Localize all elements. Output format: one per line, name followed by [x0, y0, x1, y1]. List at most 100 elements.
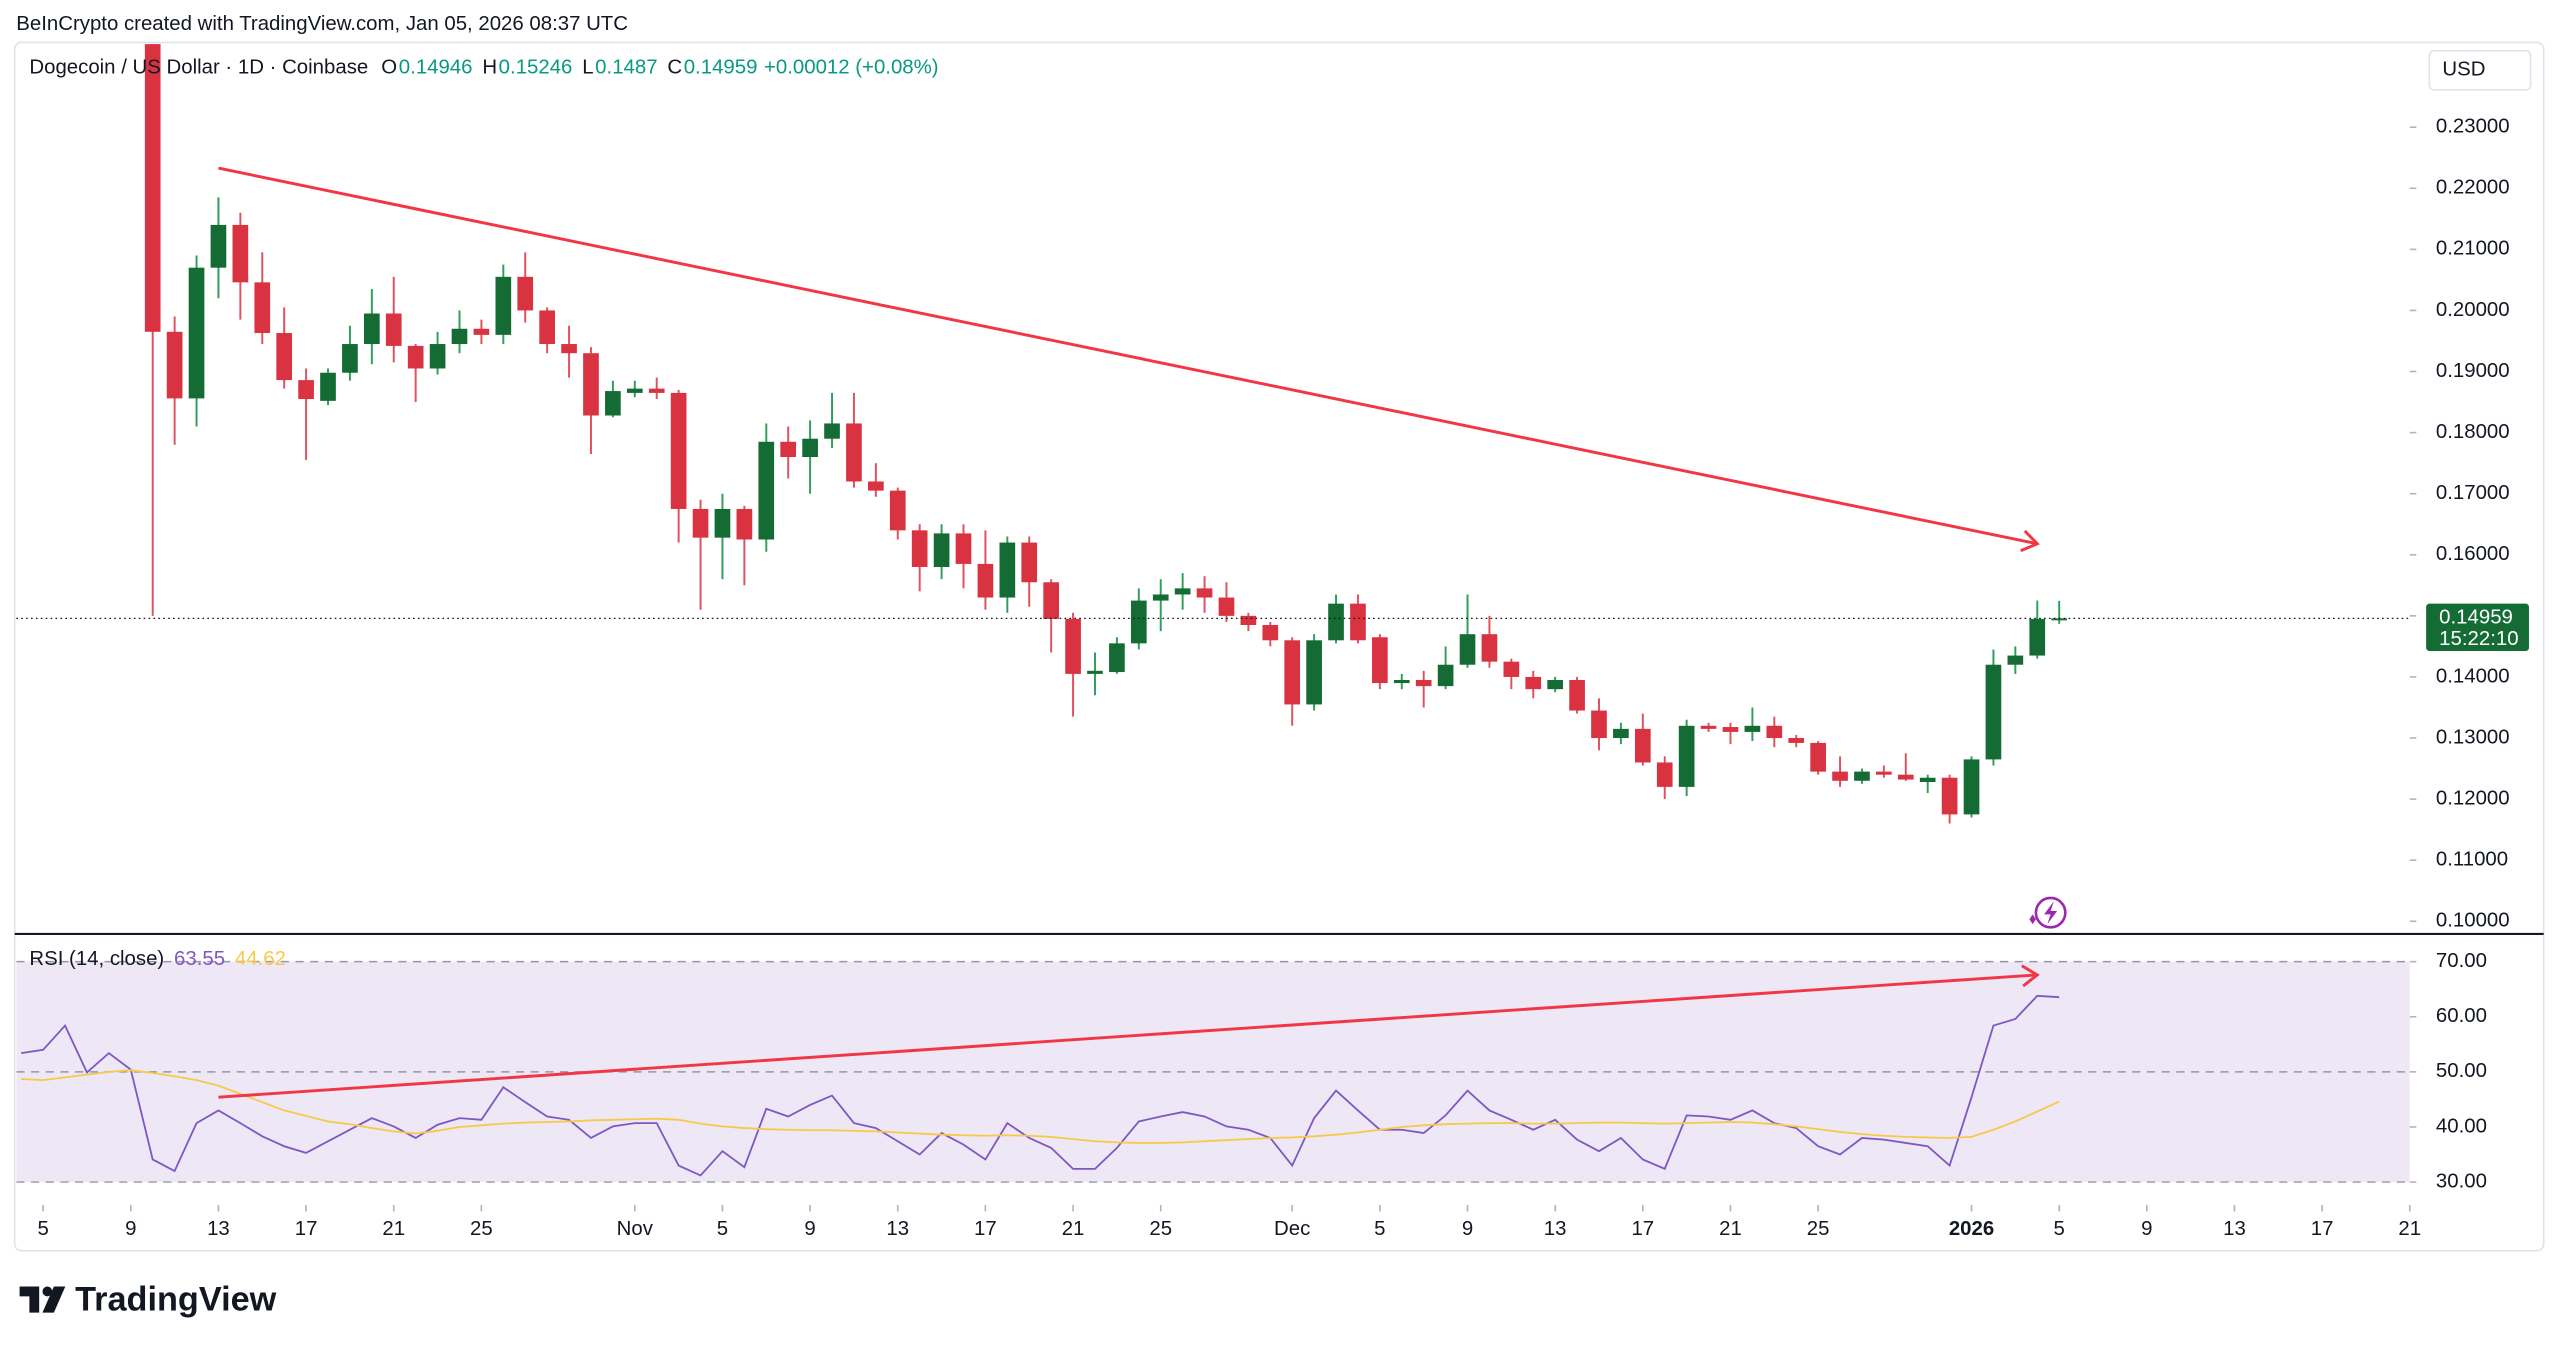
- candle-body: [1415, 679, 1432, 687]
- x-tick-label: Nov: [617, 1218, 654, 1240]
- candle-body: [1109, 643, 1125, 673]
- logo-part: [19, 1286, 40, 1313]
- candle-body: [999, 542, 1016, 598]
- y-tick-label: 0.23000: [2436, 116, 2510, 138]
- candle-body: [846, 423, 862, 482]
- candle-body: [1547, 679, 1564, 690]
- candle-body: [714, 508, 731, 538]
- candle-body: [1021, 542, 1038, 583]
- candle-body: [1152, 594, 1169, 601]
- countdown: 15:22:10: [2439, 628, 2518, 650]
- candle-body: [1306, 640, 1322, 705]
- legend-value: 0.14959: [684, 57, 758, 79]
- y-tick-label: 0.16000: [2436, 543, 2510, 565]
- candle-body: [648, 388, 665, 393]
- x-tick-label: 5: [2054, 1218, 2065, 1240]
- candle-body: [342, 344, 358, 373]
- trend-line: [218, 166, 2038, 546]
- candle-body: [2029, 618, 2046, 656]
- candle-body: [1569, 679, 1585, 711]
- x-tick-label: 25: [470, 1218, 493, 1240]
- candle-body: [1130, 600, 1147, 644]
- currency: USD: [2442, 59, 2485, 81]
- y-tick-label: 60.00: [2436, 1005, 2487, 1027]
- x-tick-label: 13: [1544, 1218, 1567, 1240]
- x-tick-label: 13: [207, 1218, 230, 1240]
- candle-body: [320, 372, 336, 401]
- y-tick-label: 0.22000: [2436, 177, 2510, 199]
- candle-body: [605, 391, 621, 416]
- candle-body: [1744, 725, 1761, 732]
- x-tick-label: 13: [886, 1218, 909, 1240]
- y-tick-label: 0.13000: [2436, 726, 2510, 748]
- candle-body: [1503, 661, 1520, 677]
- candle-body: [1350, 603, 1366, 641]
- candle-body: [1766, 725, 1783, 739]
- candle-body: [451, 328, 468, 345]
- candle-body: [1437, 664, 1454, 687]
- y-tick-label: 0.14000: [2436, 665, 2510, 687]
- candle-body: [1963, 759, 1980, 815]
- rsi-line: [21, 994, 2060, 1177]
- legend-value: 0.1487: [595, 57, 657, 79]
- legend-title: Dogecoin / US Dollar · 1D · Coinbase: [29, 57, 368, 79]
- x-tick-label: 9: [804, 1218, 815, 1240]
- y-tick-label: 70.00: [2436, 950, 2487, 972]
- legend-value: 0.15246: [499, 57, 573, 79]
- candle-body: [210, 224, 227, 268]
- y-tick-label: 0.19000: [2436, 360, 2510, 382]
- y-tick-label: 0.17000: [2436, 482, 2510, 504]
- alert-bolt: [2044, 901, 2058, 925]
- candle-body: [1941, 777, 1958, 815]
- candle-body: [955, 533, 972, 564]
- legend-value: 0.14946: [399, 57, 473, 79]
- candle-body: [736, 508, 753, 540]
- rsi-line: [21, 1069, 2060, 1144]
- x-tick-label: 21: [1062, 1218, 1085, 1240]
- candle-body: [1262, 625, 1279, 641]
- candle-body: [1810, 742, 1826, 772]
- candle-body: [889, 490, 906, 531]
- x-tick-label: 17: [974, 1218, 997, 1240]
- rsi-value: 44.62: [235, 948, 286, 970]
- y-tick-label: 30.00: [2436, 1170, 2487, 1192]
- candle-body: [473, 328, 490, 335]
- alert-icon: [2029, 896, 2067, 929]
- candle-body: [626, 388, 643, 393]
- candle-body: [2007, 655, 2024, 665]
- candle-body: [1613, 728, 1629, 739]
- candle-body: [1656, 762, 1673, 787]
- x-tick-label: 5: [717, 1218, 728, 1240]
- candle-body: [670, 392, 687, 509]
- candle-body: [1897, 774, 1914, 780]
- candle-body: [824, 423, 840, 439]
- candle-body: [429, 344, 446, 369]
- x-tick-label: Dec: [1274, 1218, 1310, 1240]
- candle-body: [495, 276, 512, 335]
- legend-key: C: [667, 57, 682, 79]
- candle-body: [977, 563, 994, 598]
- legend-key: L: [582, 57, 593, 79]
- candle-body: [1043, 582, 1059, 619]
- trend-line: [218, 973, 2038, 1099]
- last-price-tag: [2426, 603, 2529, 652]
- legend-key: H: [482, 57, 497, 79]
- x-tick-label: 21: [2398, 1218, 2421, 1240]
- candle-body: [1328, 603, 1344, 641]
- x-tick-label: 9: [2141, 1218, 2152, 1240]
- x-tick-label: 17: [2311, 1218, 2334, 1240]
- candle-body: [561, 344, 577, 354]
- candle-body: [802, 438, 818, 458]
- candle-body: [407, 345, 424, 369]
- candle-body: [1722, 727, 1739, 732]
- brand-logo: [19, 1286, 66, 1313]
- alert-spark: [2029, 914, 2036, 925]
- brand-name: TradingView: [75, 1280, 277, 1318]
- candle-body: [1459, 634, 1476, 665]
- price-pane: [144, 44, 2068, 824]
- candle-body: [254, 282, 271, 334]
- candle-body: [758, 441, 775, 540]
- rsi-pane: [16, 960, 2410, 1183]
